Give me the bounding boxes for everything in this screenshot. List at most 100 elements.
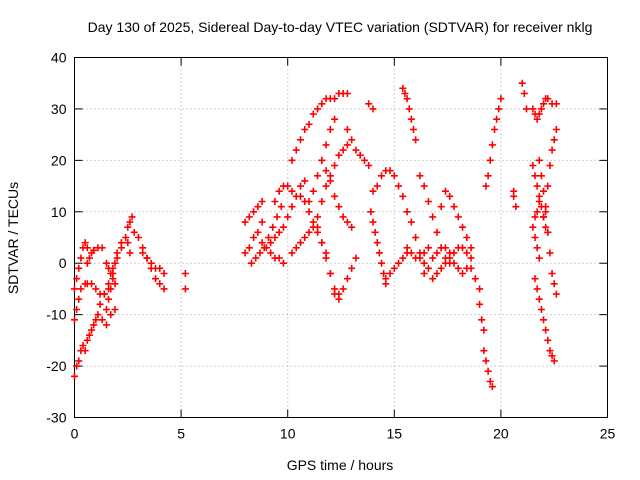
data-point (314, 172, 322, 180)
data-point (369, 187, 377, 195)
data-point (533, 115, 541, 123)
data-point (433, 270, 441, 277)
data-point (450, 259, 458, 267)
data-point (497, 95, 505, 103)
data-point (552, 126, 560, 133)
data-point (493, 115, 501, 123)
x-tick-label: 10 (280, 426, 296, 442)
data-point (352, 146, 360, 154)
data-point (542, 203, 550, 211)
data-point (471, 275, 479, 283)
data-point (339, 213, 347, 221)
data-point (463, 234, 471, 241)
data-point (71, 316, 78, 324)
data-point (265, 234, 273, 241)
data-point (550, 357, 558, 365)
data-point (247, 259, 255, 267)
data-point (441, 244, 449, 252)
data-point (446, 192, 454, 200)
data-point (73, 275, 81, 283)
data-point (111, 280, 119, 288)
data-point (305, 120, 313, 128)
data-point (331, 192, 339, 200)
data-point (512, 203, 520, 211)
data-point (412, 234, 420, 241)
data-point (111, 259, 119, 267)
data-point (395, 182, 403, 190)
gridlines (74, 57, 608, 418)
data-point (122, 234, 130, 241)
data-point (92, 285, 100, 293)
data-point (544, 228, 552, 236)
data-point (403, 95, 411, 103)
data-point (269, 223, 277, 231)
data-point (495, 105, 503, 113)
data-point (531, 275, 539, 283)
data-point (416, 254, 424, 262)
data-point (399, 192, 407, 200)
data-point (314, 105, 322, 113)
data-point (476, 300, 484, 308)
data-point (267, 239, 275, 247)
data-point (459, 223, 467, 231)
data-point (531, 234, 539, 241)
data-point (375, 249, 383, 257)
data-point (399, 84, 407, 92)
data-point (407, 218, 415, 226)
data-point (533, 244, 541, 252)
data-point (139, 249, 147, 257)
data-points (71, 79, 560, 391)
data-point (486, 378, 494, 385)
data-point (90, 246, 98, 254)
data-point (535, 198, 543, 205)
x-tick-label: 15 (387, 426, 403, 442)
data-point (540, 187, 548, 195)
data-point (550, 280, 558, 288)
data-point (254, 228, 262, 236)
data-point (83, 244, 91, 252)
data-point (403, 244, 411, 252)
data-point (98, 244, 106, 252)
data-point (275, 187, 283, 195)
data-point (271, 198, 279, 205)
data-point (152, 275, 160, 283)
axes: 0 5 10 15 20 25 -30 -20 -10 0 10 20 30 40 (46, 50, 615, 442)
data-point (542, 326, 550, 334)
data-point (535, 110, 543, 118)
data-point (156, 264, 164, 272)
data-point (279, 223, 287, 231)
data-point (371, 228, 379, 236)
plot-frame (74, 57, 608, 418)
x-tick-label: 20 (493, 426, 509, 442)
data-point (331, 95, 339, 103)
data-point (386, 270, 394, 277)
data-point (314, 213, 322, 221)
data-point (100, 290, 108, 298)
data-point (102, 321, 110, 329)
data-point (275, 254, 283, 262)
data-point (305, 198, 313, 205)
data-point (537, 306, 545, 313)
data-point (343, 90, 351, 97)
data-point (488, 141, 496, 149)
data-point (429, 254, 437, 262)
data-point (339, 146, 347, 154)
data-point (292, 146, 300, 154)
data-point (552, 290, 560, 298)
data-point (98, 316, 106, 324)
data-point (288, 187, 296, 195)
data-point (134, 234, 142, 241)
data-point (181, 285, 189, 293)
data-point (296, 239, 304, 247)
data-point (450, 249, 458, 257)
data-point (262, 244, 270, 252)
data-point (529, 223, 537, 231)
data-point (542, 223, 550, 231)
data-point (540, 213, 548, 221)
data-point (441, 187, 449, 195)
data-point (540, 316, 548, 324)
data-point (113, 249, 121, 257)
data-point (531, 213, 539, 221)
data-point (79, 342, 87, 349)
data-point (548, 352, 556, 360)
